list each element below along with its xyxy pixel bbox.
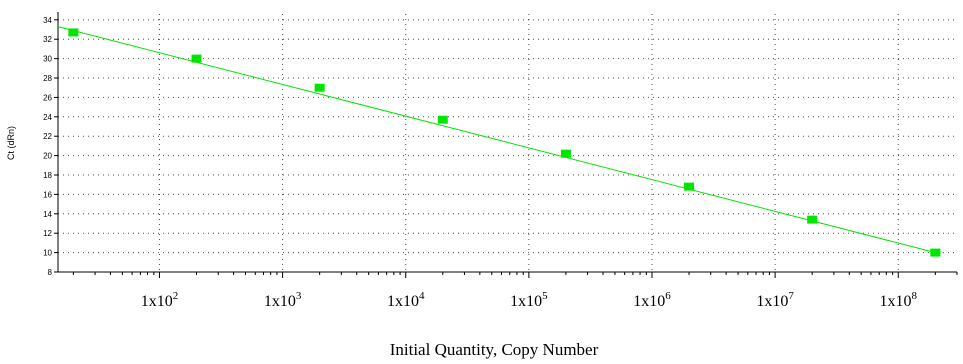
x-tick-label: 1x103	[264, 290, 302, 310]
data-point	[68, 28, 79, 37]
fit-line	[57, 26, 936, 254]
data-point	[191, 54, 202, 63]
y-tick-label: 24	[43, 113, 52, 122]
y-tick-label: 28	[43, 74, 52, 83]
y-axis-label: Ct (dRn)	[6, 126, 16, 160]
y-tick-label: 26	[43, 93, 52, 102]
x-tick-label: 1x107	[756, 290, 794, 310]
data-point	[930, 248, 941, 257]
y-ticks: 8 10 12 14 16 18 20 22 24 26 28 30 32 34	[43, 16, 58, 277]
data-point	[560, 149, 571, 158]
y-tick-label: 30	[43, 55, 52, 64]
x-tick-label: 1x104	[387, 290, 425, 310]
x-tick-label: 1x108	[880, 290, 918, 310]
grid	[58, 14, 957, 272]
y-tick-label: 34	[43, 16, 52, 25]
y-tick-label: 16	[43, 190, 52, 199]
x-ticks: 1x102 1x103 1x104 1x105 1x106 1x107 1x108	[72, 272, 958, 310]
y-tick-label: 20	[43, 152, 52, 161]
y-tick-label: 22	[43, 132, 52, 141]
y-tick-label: 8	[48, 268, 53, 277]
x-tick-label: 1x105	[510, 290, 548, 310]
y-tick-label: 14	[43, 210, 52, 219]
y-tick-label: 12	[43, 229, 52, 238]
data-points	[68, 28, 941, 257]
data-point	[807, 215, 818, 224]
axes	[57, 12, 957, 273]
x-tick-label: 1x102	[141, 290, 179, 310]
x-tick-label: 1x106	[633, 290, 671, 310]
y-tick-label: 18	[43, 171, 52, 180]
data-point	[314, 83, 325, 92]
y-tick-label: 32	[43, 35, 52, 44]
fit-line-group	[57, 26, 936, 254]
data-point	[684, 182, 695, 191]
x-axis-label: Initial Quantity, Copy Number	[390, 340, 599, 359]
y-tick-label: 10	[43, 249, 52, 258]
data-point	[437, 115, 448, 124]
